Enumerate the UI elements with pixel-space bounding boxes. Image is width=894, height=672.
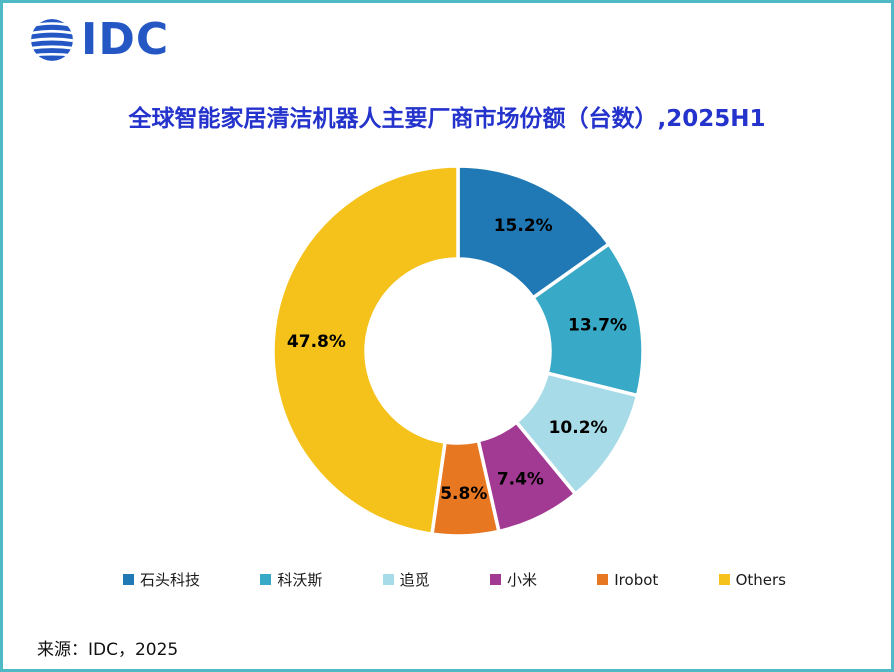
legend-item: 科沃斯 bbox=[260, 569, 322, 590]
legend-swatch bbox=[260, 574, 272, 585]
legend-item: 小米 bbox=[489, 569, 537, 590]
legend-item: 追觅 bbox=[382, 569, 430, 590]
legend-label: 小米 bbox=[506, 571, 537, 589]
legend-item: 石头科技 bbox=[123, 569, 200, 590]
pie-slice bbox=[456, 164, 611, 300]
legend-swatch bbox=[597, 574, 609, 585]
slice-label: 15.2% bbox=[494, 216, 553, 236]
legend-swatch bbox=[718, 574, 730, 585]
pie-slice bbox=[531, 242, 645, 398]
idc-logo-text: IDC bbox=[81, 14, 170, 65]
slice-label: 47.8% bbox=[287, 332, 346, 352]
source-note: 来源：IDC，2025 bbox=[37, 640, 179, 660]
legend-item: Irobot bbox=[597, 571, 658, 589]
slice-label: 10.2% bbox=[549, 418, 608, 438]
legend-swatch bbox=[382, 574, 394, 585]
legend-label: Irobot bbox=[614, 570, 659, 589]
slice-label: 13.7% bbox=[568, 316, 627, 336]
slice-label: 5.8% bbox=[440, 484, 487, 504]
donut-chart: 15.2% 13.7% 10.2% 7.4% 5.8% 47.8% bbox=[271, 164, 645, 538]
slice-label: 7.4% bbox=[497, 470, 544, 490]
legend-label: 石头科技 bbox=[140, 571, 201, 589]
idc-globe-icon bbox=[31, 19, 73, 61]
chart-legend: 石头科技 科沃斯 追觅 小米 Irobot Others bbox=[123, 569, 786, 590]
legend-label: 科沃斯 bbox=[277, 571, 323, 589]
legend-item: Others bbox=[718, 570, 786, 589]
legend-label: Others bbox=[735, 570, 786, 589]
chart-title: 全球智能家居清洁机器人主要厂商市场份额（台数）,2025H1 bbox=[128, 106, 766, 132]
pie-slice bbox=[271, 164, 460, 536]
idc-logo: IDC bbox=[29, 17, 169, 63]
legend-swatch bbox=[123, 574, 134, 585]
legend-label: 追觅 bbox=[399, 571, 430, 589]
legend-swatch bbox=[489, 574, 501, 585]
